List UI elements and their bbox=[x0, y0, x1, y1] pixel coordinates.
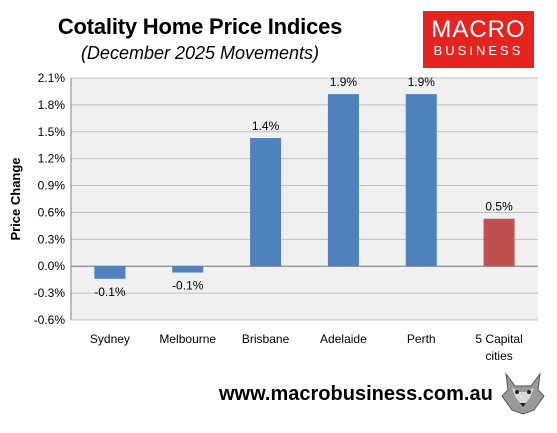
chart-subtitle: (December 2025 Movements) bbox=[80, 43, 320, 63]
bar bbox=[327, 94, 359, 267]
x-tick-label: 5 Capital bbox=[475, 332, 522, 346]
x-tick-label: Melbourne bbox=[159, 332, 216, 346]
x-tick-label: cities bbox=[485, 349, 512, 363]
x-tick-label: Sydney bbox=[90, 332, 130, 346]
y-tick-label: 0.6% bbox=[38, 205, 66, 219]
y-tick-label: -0.3% bbox=[34, 286, 66, 300]
footer-url[interactable]: www.macrobusiness.com.au bbox=[219, 383, 493, 405]
bar bbox=[405, 94, 437, 267]
data-label: 1.4% bbox=[252, 119, 280, 133]
bar bbox=[94, 266, 126, 279]
data-label: -0.1% bbox=[94, 285, 126, 299]
y-tick-label: 0.3% bbox=[38, 232, 66, 246]
data-label: 1.9% bbox=[408, 75, 436, 89]
data-label: 0.5% bbox=[485, 200, 513, 214]
wolf-icon bbox=[500, 370, 546, 416]
y-tick-label: 1.8% bbox=[38, 98, 66, 112]
chart-title: Cotality Home Price Indices bbox=[57, 14, 343, 39]
logo-line-1: MACRO bbox=[431, 16, 526, 43]
y-tick-label: 1.5% bbox=[38, 125, 66, 139]
y-tick-label: -0.6% bbox=[34, 313, 66, 327]
x-tick-label: Adelaide bbox=[320, 332, 367, 346]
y-tick-label: 1.2% bbox=[38, 152, 66, 166]
x-tick-label: Brisbane bbox=[242, 332, 290, 346]
y-axis-title: Price Change bbox=[8, 157, 23, 240]
y-tick-label: 2.1% bbox=[38, 71, 66, 85]
bar bbox=[172, 266, 204, 273]
y-tick-label: 0.0% bbox=[38, 259, 66, 273]
y-tick-label: 0.9% bbox=[38, 179, 66, 193]
plot-area bbox=[71, 78, 538, 320]
logo-line-2: BUSINESS bbox=[433, 43, 524, 58]
bar bbox=[250, 138, 282, 267]
data-label: -0.1% bbox=[172, 278, 204, 292]
bar bbox=[483, 218, 515, 267]
data-label: 1.9% bbox=[330, 75, 358, 89]
x-tick-label: Perth bbox=[407, 332, 436, 346]
macrobusiness-logo: MACRO BUSINESS bbox=[423, 11, 534, 68]
